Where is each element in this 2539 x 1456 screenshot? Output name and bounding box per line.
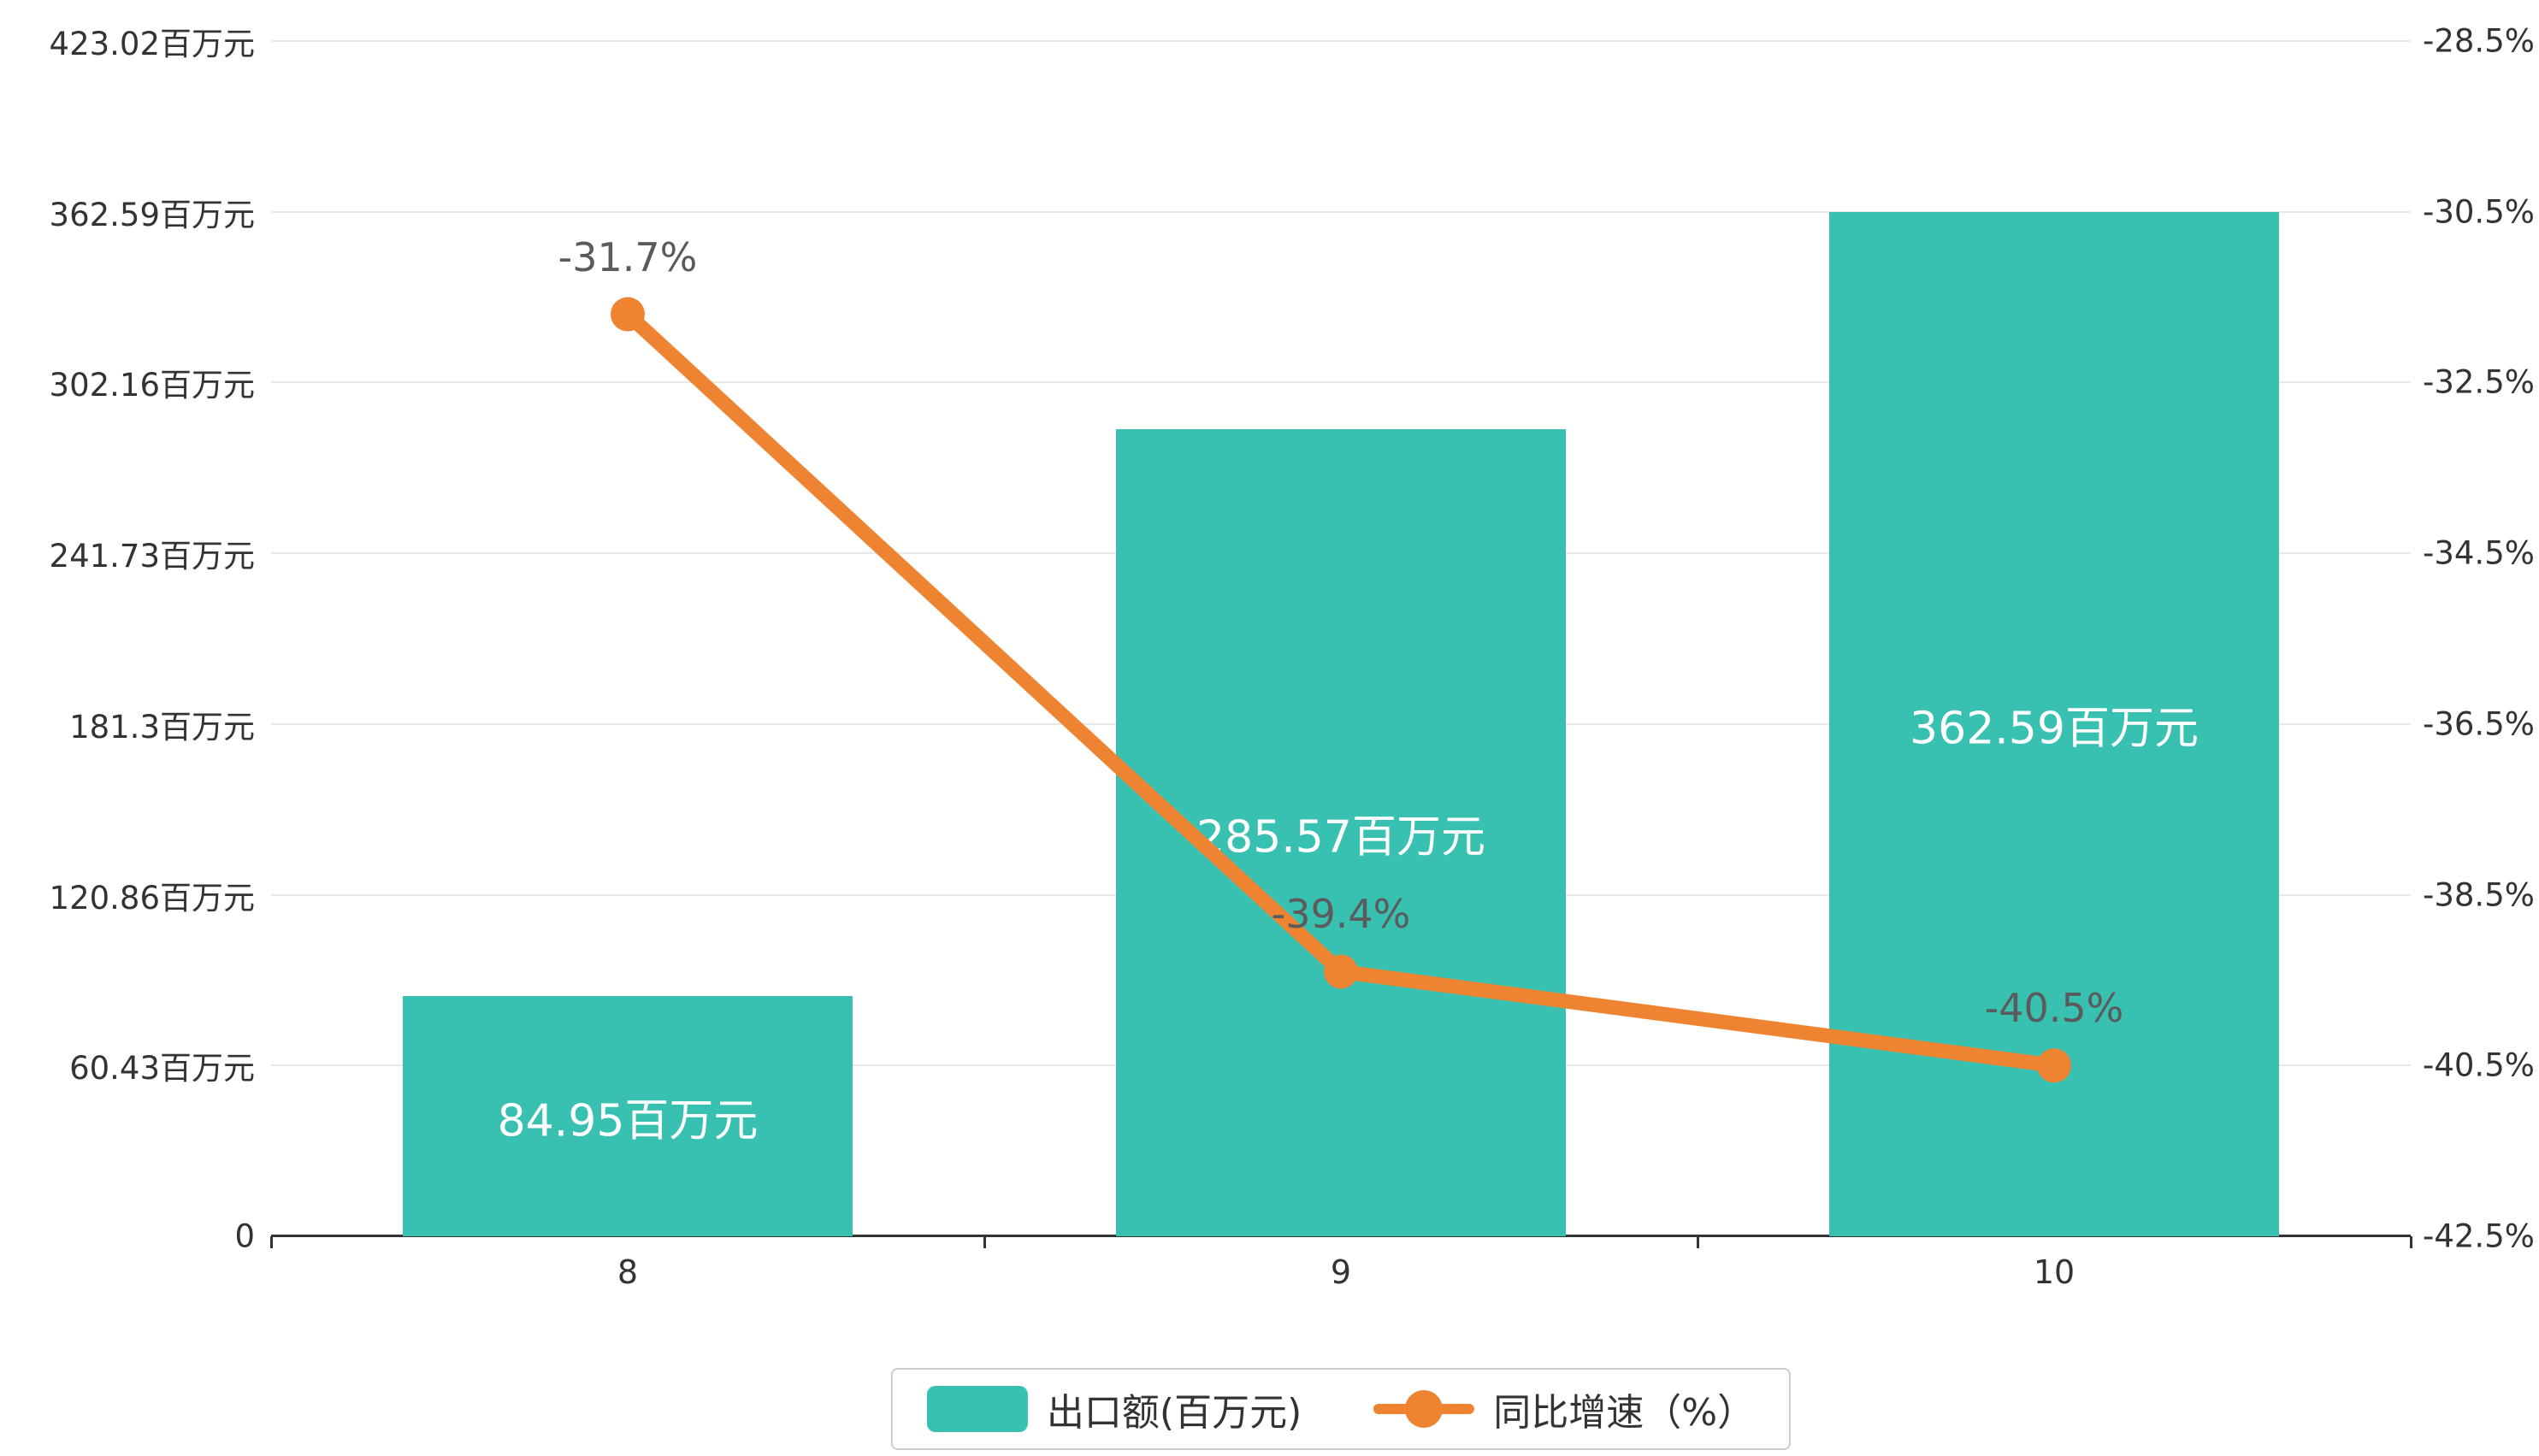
x-axis-category-label: 9 bbox=[1330, 1253, 1352, 1291]
y-axis-right-tick-label: -32.5% bbox=[2423, 363, 2535, 401]
line-marker-dot-icon bbox=[1405, 1390, 1444, 1428]
gridline bbox=[271, 210, 2411, 213]
line-point-value-label: -40.5% bbox=[1984, 985, 2124, 1032]
line-point-marker[interactable] bbox=[2037, 1048, 2071, 1083]
x-axis-tick bbox=[270, 1236, 273, 1248]
y-axis-left-tick-label: 0 bbox=[234, 1217, 255, 1255]
gridline bbox=[271, 381, 2411, 384]
line-point-value-label: -31.7% bbox=[558, 233, 698, 280]
legend-label-yoy-growth: 同比增速（%） bbox=[1493, 1391, 1756, 1435]
y-axis-left-tick-label: 302.16百万元 bbox=[49, 367, 255, 404]
bar-value-label: 285.57百万元 bbox=[1196, 811, 1485, 864]
y-axis-left-tick-label: 181.3百万元 bbox=[69, 708, 255, 746]
y-axis-left-tick-label: 423.02百万元 bbox=[49, 26, 255, 62]
bar-value-label: 362.59百万元 bbox=[1910, 703, 2199, 755]
y-axis-left-tick-label: 362.59百万元 bbox=[49, 196, 255, 233]
x-axis-tick bbox=[2410, 1236, 2412, 1248]
line-point-marker[interactable] bbox=[1324, 954, 1358, 989]
y-axis-right-tick-label: -36.5% bbox=[2423, 705, 2535, 743]
y-axis-left-tick-label: 120.86百万元 bbox=[49, 879, 255, 917]
y-axis-right-tick-label: -28.5% bbox=[2423, 22, 2535, 60]
x-axis-tick bbox=[1697, 1236, 1699, 1248]
bar-series-swatch-icon bbox=[926, 1386, 1028, 1432]
yoy-growth-line-layer bbox=[611, 297, 2071, 1083]
y-axis-right-tick-label: -38.5% bbox=[2423, 876, 2535, 914]
y-axis-right-tick-label: -42.5% bbox=[2423, 1217, 2535, 1255]
x-axis-category-label: 8 bbox=[617, 1253, 639, 1291]
legend-label-export-amount: 出口额(百万元) bbox=[1046, 1391, 1302, 1435]
y-axis-right-tick-label: -30.5% bbox=[2423, 193, 2535, 231]
legend-item-export-amount[interactable]: 出口额(百万元) bbox=[926, 1382, 1302, 1436]
y-axis-left-tick-label: 60.43百万元 bbox=[69, 1050, 255, 1088]
line-point-marker[interactable] bbox=[611, 297, 645, 332]
legend-item-yoy-growth[interactable]: 同比增速（%） bbox=[1373, 1382, 1755, 1436]
x-axis-tick bbox=[983, 1236, 986, 1248]
yoy-growth-line bbox=[620, 307, 2062, 1073]
y-axis-left-tick-label: 241.73百万元 bbox=[49, 538, 255, 575]
line-series-swatch-icon bbox=[1373, 1390, 1475, 1428]
x-axis-category-label: 10 bbox=[2033, 1253, 2075, 1291]
plot-area: 84.95百万元 285.57百万元 362.59百万元 -31.7% -39.4% -4… bbox=[270, 40, 2412, 1248]
export-amount-bar[interactable] bbox=[403, 996, 853, 1236]
y-axis-right-tick-label: -40.5% bbox=[2423, 1046, 2535, 1084]
line-point-value-label: -39.4% bbox=[1271, 891, 1411, 938]
gridline bbox=[271, 40, 2411, 42]
legend: 出口额(百万元) 同比增速（%） bbox=[890, 1368, 1792, 1450]
y-axis-right-tick-label: -34.5% bbox=[2423, 534, 2535, 572]
bar-value-label: 84.95百万元 bbox=[497, 1095, 759, 1147]
